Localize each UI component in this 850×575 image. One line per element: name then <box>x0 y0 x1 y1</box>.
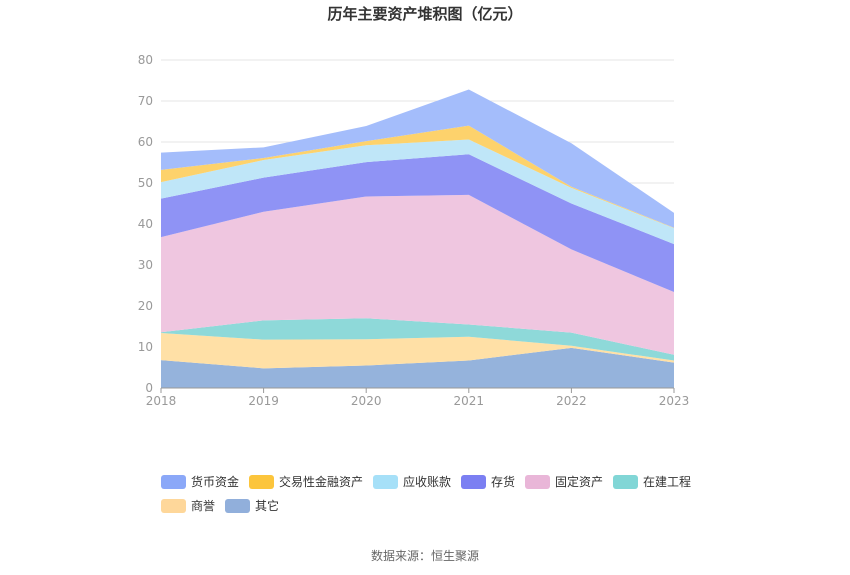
x-tick-label: 2022 <box>556 394 587 408</box>
y-tick-label: 30 <box>138 258 153 272</box>
area-series <box>161 194 674 355</box>
legend-label: 其它 <box>255 498 279 513</box>
y-tick-label: 0 <box>145 381 153 395</box>
legend-swatch <box>373 475 398 489</box>
legend-item[interactable]: 应收账款 <box>373 474 451 489</box>
legend-item[interactable]: 货币资金 <box>161 474 239 489</box>
y-tick-label: 10 <box>138 340 153 354</box>
area-series <box>161 154 674 293</box>
plot-area <box>161 89 674 388</box>
y-tick-label: 80 <box>138 53 153 67</box>
legend-swatch <box>461 475 486 489</box>
x-tick-label: 2018 <box>146 394 177 408</box>
source-text: 数据来源：恒生聚源 <box>371 548 479 563</box>
legend-item[interactable]: 在建工程 <box>613 474 691 489</box>
y-tick-label: 50 <box>138 176 153 190</box>
legend-label: 在建工程 <box>643 474 691 489</box>
legend-item[interactable]: 存货 <box>461 474 515 489</box>
legend-swatch <box>161 475 186 489</box>
legend-label: 应收账款 <box>403 474 451 489</box>
legend-item[interactable]: 其它 <box>225 498 279 513</box>
legend-label: 交易性金融资产 <box>279 474 363 489</box>
legend-item[interactable]: 交易性金融资产 <box>249 474 363 489</box>
y-tick-label: 60 <box>138 135 153 149</box>
axes: 0 10 20 30 40 50 60 70 80 2018 2019 2020 2021 2022 202… <box>138 53 690 408</box>
y-tick-label: 40 <box>138 217 153 231</box>
chart-title: 历年主要资产堆积图（亿元） <box>327 5 522 23</box>
x-tick-label: 2019 <box>248 394 279 408</box>
legend-label: 固定资产 <box>555 474 603 489</box>
x-tick-label: 2021 <box>454 394 485 408</box>
area-series <box>161 318 674 361</box>
legend-label: 存货 <box>491 474 515 489</box>
legend-label: 货币资金 <box>191 474 239 489</box>
y-tick-label: 20 <box>138 299 153 313</box>
legend-swatch <box>525 475 550 489</box>
y-tick-label: 70 <box>138 94 153 108</box>
area-series <box>161 333 674 369</box>
legend-swatch <box>249 475 274 489</box>
legend-item[interactable]: 固定资产 <box>525 474 603 489</box>
x-tick-label: 2023 <box>659 394 690 408</box>
x-tick-label: 2020 <box>351 394 382 408</box>
legend-label: 商誉 <box>191 498 215 513</box>
legend-swatch <box>225 499 250 513</box>
legend-swatch <box>161 499 186 513</box>
legend-swatch <box>613 475 638 489</box>
legend-item[interactable]: 商誉 <box>161 498 215 513</box>
area-series <box>161 139 674 245</box>
area-series <box>161 347 674 388</box>
area-series <box>161 89 674 228</box>
